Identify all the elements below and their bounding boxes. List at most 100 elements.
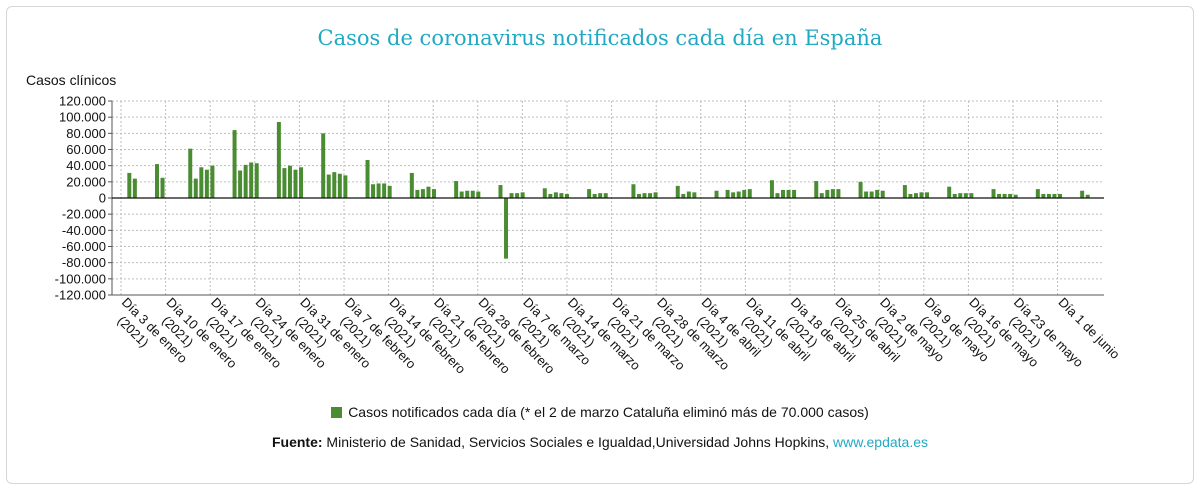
bar — [127, 172, 132, 198]
bar — [742, 189, 747, 198]
y-tick-label: 80.000 — [66, 126, 106, 141]
bar — [520, 192, 525, 198]
bar — [1013, 194, 1018, 198]
bar — [636, 193, 641, 198]
bar — [326, 174, 331, 198]
bar — [254, 163, 259, 198]
bar — [498, 185, 503, 198]
bar — [1035, 189, 1040, 198]
bar — [238, 170, 243, 198]
bar — [470, 190, 475, 198]
bar — [825, 189, 830, 198]
bar — [193, 178, 198, 198]
bar — [160, 177, 165, 198]
bar — [786, 189, 791, 198]
bar — [819, 193, 824, 198]
bar — [293, 169, 298, 198]
bar — [432, 189, 436, 198]
bar — [675, 185, 680, 199]
bar — [1008, 193, 1013, 198]
bar — [919, 192, 924, 198]
legend-swatch — [331, 407, 343, 418]
bar — [925, 192, 930, 198]
bar — [830, 189, 835, 198]
bar — [642, 193, 647, 198]
bar — [199, 167, 204, 198]
bar — [792, 189, 797, 198]
bar — [991, 189, 996, 198]
bar — [476, 191, 481, 198]
bar — [814, 181, 819, 198]
bar — [299, 167, 304, 198]
y-tick-label: -80.000 — [62, 255, 106, 270]
bar — [653, 192, 658, 198]
y-tick-label: 20.000 — [66, 174, 106, 189]
bar — [321, 133, 326, 198]
bar — [747, 189, 752, 198]
bar — [459, 191, 464, 198]
bar — [553, 192, 558, 198]
bar — [564, 193, 569, 198]
bar — [409, 172, 414, 198]
bar — [963, 193, 968, 198]
bar — [875, 189, 880, 198]
bar — [725, 189, 730, 198]
bar — [1002, 193, 1007, 198]
bar — [210, 165, 215, 198]
bar — [376, 183, 381, 198]
bar — [864, 191, 869, 198]
bar — [592, 193, 597, 198]
source-text: Ministerio de Sanidad, Servicios Sociale… — [322, 434, 834, 450]
bar — [908, 193, 913, 198]
bar — [969, 193, 974, 198]
bar — [548, 193, 553, 198]
bar — [1052, 193, 1057, 198]
bar — [997, 193, 1002, 198]
bar — [132, 178, 137, 198]
source-link[interactable]: www.epdata.es — [833, 434, 928, 450]
bar — [902, 185, 907, 198]
bar — [249, 162, 254, 198]
y-tick-label: -20.000 — [62, 207, 106, 222]
bar — [515, 193, 520, 198]
bar — [387, 185, 392, 199]
legend[interactable]: Casos notificados cada día (* el 2 de ma… — [0, 404, 1200, 420]
y-tick-label: -100.000 — [55, 271, 106, 286]
bar — [465, 190, 470, 198]
bar — [426, 186, 431, 198]
bar — [775, 193, 780, 198]
bar — [769, 180, 774, 198]
bar — [282, 168, 287, 198]
bar — [337, 173, 342, 198]
bar — [958, 193, 963, 198]
bar — [243, 164, 248, 198]
bar — [504, 198, 509, 259]
bar — [731, 192, 736, 198]
bar — [681, 193, 686, 198]
bar — [1041, 193, 1046, 198]
bar — [603, 193, 608, 198]
chart-title: Casos de coronavirus notificados cada dí… — [317, 26, 883, 50]
y-axis-label: Casos clínicos — [26, 72, 117, 88]
bar — [631, 184, 636, 198]
legend-label: Casos notificados cada día (* el 2 de ma… — [348, 404, 869, 420]
bar — [1080, 190, 1085, 198]
y-tick-label: 100.000 — [59, 110, 106, 125]
bar — [365, 160, 370, 198]
bar — [692, 192, 697, 198]
bar — [648, 193, 653, 198]
bar — [869, 191, 874, 198]
bar — [276, 122, 281, 198]
bar — [736, 191, 741, 198]
bar — [836, 189, 841, 198]
bar — [382, 183, 387, 198]
y-tick-label: 60.000 — [66, 142, 106, 157]
bar — [1046, 193, 1051, 198]
y-tick-label: -60.000 — [62, 239, 106, 254]
y-tick-label: -40.000 — [62, 223, 106, 238]
bar — [287, 165, 292, 198]
bar — [598, 193, 603, 198]
bar — [188, 148, 193, 198]
bar — [542, 188, 547, 198]
bar-chart: 120.000100.00080.00060.00040.00020.0000-… — [55, 94, 1123, 377]
